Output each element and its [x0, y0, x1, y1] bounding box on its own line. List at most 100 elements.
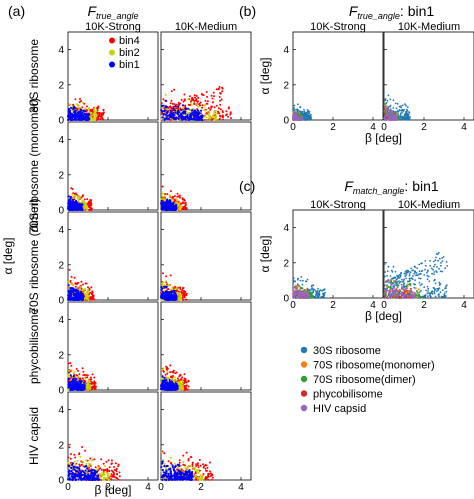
panel-b-series-30s-point	[406, 108, 408, 111]
panel-a-bin4-point	[217, 107, 220, 110]
panel-a-bin1-point	[75, 202, 78, 205]
panel-a-bin4-point	[74, 98, 77, 101]
panel-a-bin1-point	[97, 478, 100, 481]
panel-a-bin4-point	[182, 293, 185, 296]
panel-a-bin2-point	[89, 463, 92, 466]
panel-a-bin4-point	[169, 274, 172, 277]
panel-a-bin1-point	[170, 205, 173, 208]
panel-a-ax-frame	[67, 211, 159, 301]
panel-a-scatter	[67, 446, 121, 482]
panel-a-bin1-point	[79, 206, 82, 209]
panel-a-bin4-point	[182, 454, 185, 457]
panel-a-bin4-point	[227, 115, 229, 118]
panel-a-bin4-point	[79, 377, 82, 380]
panel-a-legend-label: bin4	[119, 35, 140, 47]
panel-a-bin4-point	[101, 113, 103, 116]
panel-a-bin4-point	[182, 286, 185, 289]
panel-a-bin1-point	[172, 113, 175, 116]
panel-b-series-30s-point	[401, 109, 404, 112]
panel-a-bin2-point	[77, 197, 80, 200]
panel-a-bin4-point	[219, 99, 221, 102]
panel-a-bin1-point	[195, 116, 198, 119]
panel-a-ax-frame	[160, 31, 252, 121]
panel-a-bin1-point	[67, 195, 70, 198]
panel-a-bin2-point	[93, 109, 96, 112]
panel-a-bin1-point	[167, 468, 170, 471]
panel-b-series-hiv-point	[293, 118, 296, 121]
panel-a-bin2-point	[67, 373, 70, 376]
panel-a-ax-ytick-label: 4	[58, 45, 64, 56]
panel-a-bin2-point	[73, 460, 76, 463]
panel-a-bin1-point	[81, 469, 84, 472]
panel-a-bin4-point	[102, 462, 105, 465]
panel-a-ax-frame	[67, 31, 159, 121]
panel-a-ax-xtick-label: 0	[158, 482, 164, 493]
panel-a-bin2-point	[88, 385, 91, 387]
panel-b-series-30s-point	[398, 109, 401, 111]
panel-a-ax-ytick-label: 0	[58, 116, 64, 127]
panel-a-bin1-point	[68, 293, 71, 296]
panel-a-bin2-point	[77, 375, 79, 378]
panel-a-bin1-point	[76, 113, 79, 117]
panel-b-series-30s-point	[305, 111, 308, 114]
panel-a-legend-marker	[109, 61, 115, 68]
panel-a-bin4-point	[218, 117, 221, 120]
panel-a-bin4-point	[187, 458, 190, 460]
panel-a-bin4-point	[213, 95, 215, 98]
panel-a-bin1-point	[76, 290, 79, 293]
panel-a-bin4-point	[115, 467, 118, 470]
panel-a-bin4-point	[67, 456, 70, 459]
panel-a-bin4-point	[227, 107, 230, 110]
panel-a-bin2-point	[103, 478, 106, 481]
panel-a-bin2-point	[177, 207, 180, 210]
panel-a-bin1-point	[78, 385, 81, 388]
panel-b-series-70s-dimer-point	[297, 111, 300, 114]
panel-a-bin1-point	[175, 384, 178, 387]
panel-a-bin1-point	[71, 290, 74, 293]
panel-a-bin2-point	[97, 466, 100, 469]
panel-a-bin2-point	[161, 368, 163, 371]
panel-a-bin4-point	[100, 458, 103, 461]
panel-a-bin4-point	[219, 92, 222, 95]
panel-b-series-30s-point	[401, 117, 404, 119]
panel-b-series-30s-point	[400, 106, 403, 109]
panel-a-bin2-point	[81, 200, 84, 203]
panel-a-bin1-point	[161, 475, 164, 479]
panel-a-bin1-point	[70, 297, 73, 301]
panel-a-bin1-point	[174, 388, 177, 391]
panel-a-bin1-point	[70, 469, 73, 472]
panel-a-bin1-point	[67, 474, 70, 477]
panel-a-bin1-point	[162, 386, 165, 389]
panel-a-bin4-point	[110, 478, 113, 481]
panel-a-bin4-point	[91, 291, 93, 294]
panel-a-bin4-point	[183, 464, 186, 467]
panel-a-bin2-point	[68, 369, 70, 372]
panel-a-bin2-point	[70, 281, 73, 284]
panel-a-bin1-point	[67, 200, 70, 203]
panel-a-bin4-point	[184, 204, 187, 207]
panel-a-bin1-point	[94, 472, 97, 475]
panel-a-legend-marker	[109, 37, 115, 44]
panel-a-bin1-point	[164, 106, 167, 109]
panel-a-bin4-point	[99, 118, 102, 121]
panel-a-ax-xtick-label: 0	[65, 482, 71, 493]
panel-a-bin2-point	[164, 93, 167, 96]
panel-a-bin2-point	[67, 462, 70, 464]
panel-a-bin4-point	[102, 109, 105, 112]
panel-a-bin4-point	[86, 374, 89, 377]
panel-a-bin1-point	[68, 208, 71, 212]
panel-a-bin4-point	[183, 202, 185, 205]
panel-a-bin1-point	[193, 114, 197, 117]
panel-a-bin2-point	[162, 281, 165, 284]
panel-a-bin4-point	[110, 459, 113, 462]
panel-a-bin1-point	[71, 202, 75, 205]
panel-a-bin1-point	[72, 387, 76, 390]
panel-a-bin4-point	[116, 473, 119, 476]
panel-a-bin2-point	[177, 204, 180, 207]
panel-a-bin4-point	[204, 99, 207, 102]
panel-a-bin1-point	[163, 285, 166, 288]
panel-b-scatter	[383, 94, 411, 122]
panel-a-bin2-point	[208, 117, 211, 120]
panel-a-bin4-point	[184, 387, 187, 389]
panel-a-bin4-point	[117, 463, 120, 466]
